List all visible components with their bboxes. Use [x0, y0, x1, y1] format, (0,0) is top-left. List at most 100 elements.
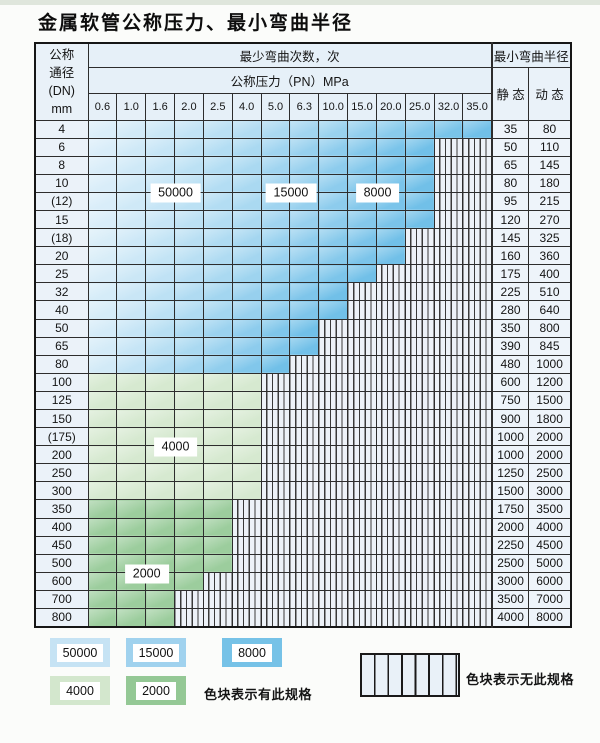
dynamic-radius-cell: 360	[528, 246, 572, 266]
legend-no-spec-swatch	[360, 653, 460, 697]
spec-cell	[231, 282, 262, 302]
no-spec-cell	[318, 589, 349, 610]
spec-cell	[174, 553, 204, 573]
static-radius-cell: 65	[490, 155, 530, 175]
no-spec-cell	[289, 354, 320, 374]
spec-cell	[145, 155, 176, 175]
spec-cell	[145, 608, 176, 628]
no-spec-cell	[347, 282, 377, 302]
no-spec-cell	[318, 390, 349, 411]
no-spec-cell	[404, 553, 435, 573]
table-row: 6 50 110	[34, 137, 572, 157]
spec-cell	[289, 300, 320, 320]
static-radius-cell: 3500	[490, 589, 530, 610]
dynamic-radius-cell: 180	[528, 173, 572, 193]
no-spec-cell	[260, 553, 291, 573]
table-row: 200 1000 2000	[34, 445, 572, 465]
no-spec-cell	[318, 571, 349, 591]
no-spec-cell	[260, 463, 291, 483]
spec-cell	[231, 354, 262, 374]
spec-cell	[174, 137, 204, 157]
spec-cell	[145, 300, 176, 320]
no-spec-cell	[462, 282, 493, 302]
spec-cell	[260, 336, 291, 356]
pressure-tick: 25.0	[404, 92, 435, 121]
spec-cell	[174, 300, 204, 320]
table-row: 8 65 145	[34, 155, 572, 175]
no-spec-cell	[318, 608, 349, 628]
dn-cell: 50	[34, 318, 89, 338]
no-spec-cell	[404, 246, 435, 266]
spec-cell	[116, 191, 147, 211]
no-spec-cell	[433, 427, 464, 447]
pressure-tick: 5.0	[260, 92, 291, 121]
no-spec-cell	[318, 535, 349, 555]
table-row: 20 160 360	[34, 246, 572, 266]
no-spec-cell	[462, 318, 493, 338]
no-spec-cell	[289, 608, 320, 628]
table-row: 800 4000 8000	[34, 608, 572, 628]
no-spec-cell	[404, 318, 435, 338]
dynamic-column-header: 动 态	[528, 66, 572, 121]
no-spec-cell	[375, 463, 406, 483]
table-row: 125 750 1500	[34, 390, 572, 411]
spec-cell	[145, 463, 176, 483]
no-spec-cell	[260, 499, 291, 519]
spec-cell	[375, 246, 406, 266]
no-spec-cell	[231, 535, 262, 555]
spec-cell	[202, 390, 233, 411]
no-spec-cell	[404, 589, 435, 610]
dynamic-radius-cell: 80	[528, 119, 572, 139]
no-spec-cell	[318, 408, 349, 429]
spec-cell	[202, 354, 233, 374]
no-spec-cell	[231, 608, 262, 628]
dn-cell: 450	[34, 535, 89, 555]
no-spec-cell	[404, 517, 435, 537]
static-radius-cell: 3000	[490, 571, 530, 591]
dn-cell: 20	[34, 246, 89, 266]
spec-cell	[87, 264, 118, 284]
no-spec-cell	[404, 427, 435, 447]
spec-cell	[231, 246, 262, 266]
spec-cell	[202, 535, 233, 555]
no-spec-cell	[462, 354, 493, 374]
no-spec-cell	[433, 571, 464, 591]
spec-cell	[231, 264, 262, 284]
no-spec-cell	[202, 608, 233, 628]
dynamic-radius-cell: 800	[528, 318, 572, 338]
spec-cell	[174, 246, 204, 266]
no-spec-cell	[347, 499, 377, 519]
static-radius-cell: 1500	[490, 481, 530, 501]
no-spec-cell	[231, 571, 262, 591]
dn-cell: 40	[34, 300, 89, 320]
spec-cell	[231, 390, 262, 411]
no-spec-cell	[289, 372, 320, 392]
dn-cell: 125	[34, 390, 89, 411]
legend-has-spec-text: 色块表示有此规格	[204, 687, 313, 702]
static-radius-cell: 2250	[490, 535, 530, 555]
spec-cell	[375, 209, 406, 230]
dn-cell: (175)	[34, 427, 89, 447]
no-spec-cell	[433, 300, 464, 320]
no-spec-cell	[375, 372, 406, 392]
no-spec-cell	[404, 372, 435, 392]
spec-cell	[347, 209, 377, 230]
spec-cell	[318, 228, 349, 248]
table-row: 150 900 1800	[34, 408, 572, 429]
spec-cell	[289, 336, 320, 356]
no-spec-cell	[289, 481, 320, 501]
zone-label-50000: 50000	[150, 183, 201, 203]
no-spec-cell	[375, 300, 406, 320]
dn-cell: 4	[34, 119, 89, 139]
zone-label-4000: 4000	[153, 437, 198, 457]
spec-cell	[145, 499, 176, 519]
no-spec-cell	[404, 571, 435, 591]
no-spec-cell	[375, 318, 406, 338]
no-spec-cell	[260, 608, 291, 628]
pressure-tick: 0.6	[87, 92, 118, 121]
spec-cell	[87, 119, 118, 139]
pressure-tick: 2.0	[174, 92, 204, 121]
no-spec-cell	[260, 571, 291, 591]
spec-cell	[116, 517, 147, 537]
spec-cell	[116, 427, 147, 447]
